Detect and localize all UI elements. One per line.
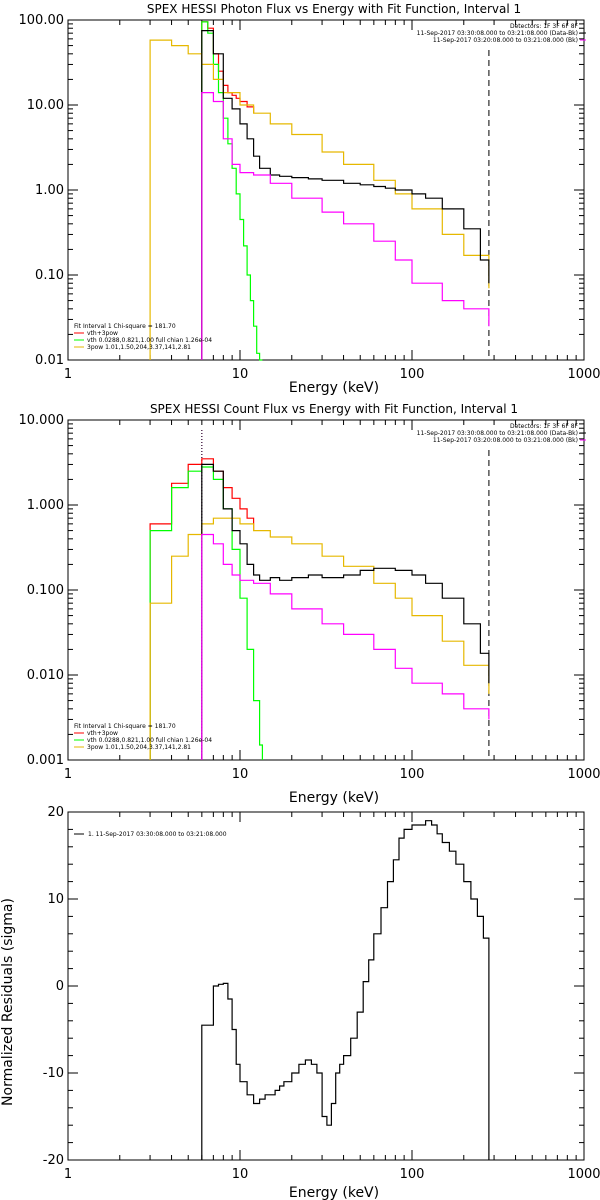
y-tick-label: -10 [43,1066,64,1081]
chart-title: SPEX HESSI Count Flux vs Energy with Fit… [150,402,518,416]
chart-title: SPEX HESSI Photon Flux vs Energy with Fi… [147,2,521,16]
y-tick-label: 0 [56,979,64,994]
x-tick-label: 100 [400,367,425,382]
x-tick-label: 1000 [567,367,600,382]
x-tick-label: 10 [232,367,249,382]
legend-entry: vth+3pow [87,330,118,337]
y-tick-label: 1.00 [35,183,64,198]
x-tick-label: 1 [64,767,72,782]
y-axis-label: Normalized Residuals (sigma) [0,898,16,1106]
series-line [201,21,255,360]
x-axis-label: Energy (keV) [289,380,379,396]
legend-entry: 1. 11-Sep-2017 03:30:08.000 to 03:21:08.… [88,831,227,838]
x-tick-label: 1000 [567,767,600,782]
panel-count-flux: SPEX HESSI Count Flux vs Energy with Fit… [19,402,600,806]
x-axis-label: Energy (keV) [289,790,379,806]
series-line [201,21,263,361]
y-tick-label: 10.00 [27,98,64,113]
y-tick-label: 10 [47,892,64,907]
panel-photon-flux: SPEX HESSI Photon Flux vs Energy with Fi… [19,2,600,396]
y-tick-label: 0.01 [35,353,64,368]
plot-frame [67,19,585,361]
info-line: Detectors: 1F 3F 6F 8F [510,23,579,30]
y-tick-label: -20 [43,1153,64,1168]
legend-entry: vth 0.0288,0.821,1.00 full chian 1.26e-0… [87,737,212,744]
series-line [201,463,490,760]
x-tick-label: 100 [400,767,425,782]
info-line: Detectors: 1F 3F 6F 8F [510,423,579,430]
y-tick-label: 0.010 [27,668,64,683]
panel-residuals: Energy (keV) Normalized Residuals (sigma… [0,805,600,1200]
plot-frame [67,811,585,1161]
x-tick-label: 10 [232,767,249,782]
y-tick-label: 10.000 [19,413,65,428]
series-line [201,533,490,760]
legend-entry: vth 0.0288,0.821,1.00 full chian 1.26e-0… [87,337,212,344]
series-line [149,466,263,760]
legend-entry: 3pow 1.01,1.50,204,3.37,141,2.81 [87,344,191,351]
legend-header: Fit Interval 1 Chi-square = 181.70 [74,323,176,330]
y-tick-label: 0.10 [35,268,64,283]
x-tick-label: 100 [400,1167,425,1182]
legend-entry: 3pow 1.01,1.50,204,3.37,141,2.81 [87,744,191,751]
series-line [201,30,490,360]
info-line: 11-Sep-2017 03:20:08.000 to 03:21:08.000… [433,437,578,444]
legend-entry: vth+3pow [87,730,118,737]
y-tick-label: 1.000 [27,498,64,513]
plot-frame [67,419,585,761]
series-line [149,517,490,760]
x-tick-label: 1 [64,367,72,382]
series-line [149,39,490,360]
legend-header: Fit Interval 1 Chi-square = 181.70 [74,723,176,730]
info-line: 11-Sep-2017 03:20:08.000 to 03:21:08.000… [433,37,578,44]
x-tick-label: 1 [64,1167,72,1182]
x-axis-label: Energy (keV) [289,1185,379,1200]
y-tick-label: 0.100 [27,583,64,598]
series-line [201,820,490,1160]
x-tick-label: 1000 [567,1167,600,1182]
x-tick-label: 10 [232,1167,249,1182]
y-tick-label: 100.00 [19,13,65,28]
info-line: 11-Sep-2017 03:30:08.000 to 03:21:08.000… [417,430,578,437]
y-tick-label: 0.001 [27,753,64,768]
y-tick-label: 20 [47,805,64,820]
series-line [201,92,490,360]
info-line: 11-Sep-2017 03:30:08.000 to 03:21:08.000… [417,30,578,37]
